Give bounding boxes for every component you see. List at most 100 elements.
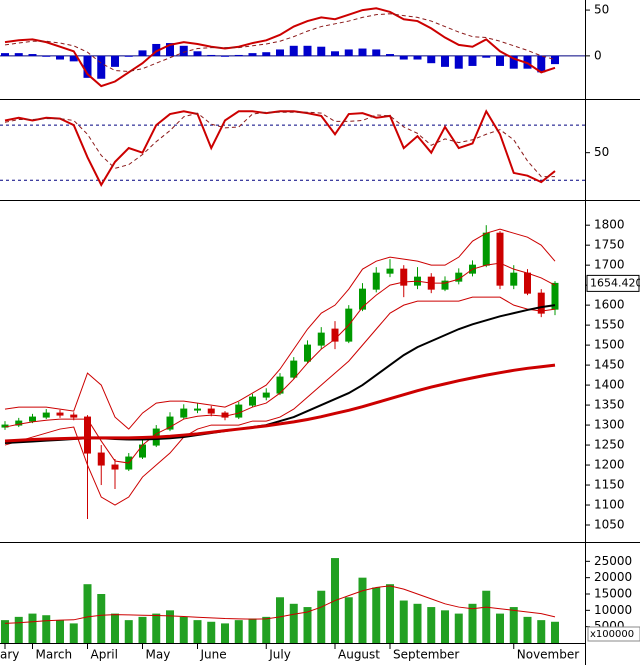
- candle-body: [441, 280, 449, 290]
- candle-body: [15, 420, 23, 426]
- y-tick-label: 1100: [594, 498, 625, 512]
- bar: [551, 55, 559, 65]
- bar: [454, 613, 463, 643]
- x-tick-label: November: [517, 648, 579, 662]
- y-tick-label: 1450: [594, 358, 625, 372]
- bar: [152, 43, 161, 56]
- bar: [111, 613, 119, 643]
- candle-body: [304, 344, 311, 362]
- candle-body: [194, 408, 201, 411]
- candle-body: [97, 452, 105, 466]
- bar: [193, 620, 202, 643]
- bar: [138, 50, 147, 56]
- bar: [303, 607, 312, 643]
- series-line: [4, 13, 556, 72]
- bar: [152, 613, 161, 643]
- bar: [468, 603, 477, 643]
- candle-body: [331, 328, 339, 342]
- bar: [221, 55, 229, 57]
- bar: [399, 600, 408, 643]
- y-tick-label: 1250: [594, 438, 625, 452]
- y-tick-label: 1700: [594, 258, 625, 272]
- bar: [523, 616, 532, 643]
- unit-box: [587, 626, 640, 642]
- bar: [42, 55, 51, 57]
- candle-body: [70, 414, 78, 418]
- last-price-box: [586, 274, 640, 292]
- series-line: [4, 111, 555, 178]
- candle-body: [29, 416, 36, 422]
- bar: [276, 49, 284, 56]
- candle-body: [249, 396, 256, 406]
- bar: [344, 49, 353, 56]
- bar: [276, 597, 284, 643]
- candle-body: [359, 288, 366, 310]
- candle-body: [537, 292, 545, 314]
- y-tick-label: 20000: [594, 570, 632, 584]
- candle-body: [207, 408, 215, 414]
- bar: [303, 45, 312, 56]
- candle-body: [400, 268, 408, 286]
- bar: [496, 613, 504, 643]
- y-tick-label: 1750: [594, 238, 625, 252]
- last-price-label: 1654.420: [590, 276, 640, 289]
- bar: [14, 53, 23, 56]
- bar: [207, 54, 216, 56]
- bar: [166, 610, 174, 643]
- bar: [441, 610, 449, 643]
- unit-label: x100000: [590, 629, 634, 640]
- bar: [413, 603, 422, 643]
- bar: [441, 55, 449, 67]
- bar: [427, 607, 436, 643]
- candle-body: [482, 232, 490, 266]
- candle-body: [510, 272, 518, 286]
- bar: [509, 55, 518, 69]
- candle-body: [56, 412, 64, 416]
- candle-body: [524, 272, 531, 294]
- bar: [234, 54, 243, 56]
- bar: [372, 587, 381, 643]
- candle-body: [290, 360, 298, 378]
- bar: [358, 577, 367, 643]
- bar: [399, 55, 408, 60]
- bar: [1, 620, 9, 643]
- x-tick-label: July: [268, 648, 291, 662]
- candle-body: [317, 332, 325, 346]
- bar: [454, 55, 463, 69]
- bar: [179, 45, 188, 56]
- bar: [1, 53, 9, 56]
- bar: [28, 613, 37, 643]
- y-tick-label: 1550: [594, 318, 625, 332]
- y-tick-label: 50: [594, 145, 609, 159]
- bar: [482, 55, 491, 58]
- bar: [509, 607, 518, 643]
- bar: [289, 603, 298, 643]
- y-tick-label: 50: [594, 3, 609, 17]
- bar: [83, 584, 92, 643]
- candle-body: [84, 416, 91, 454]
- candle-body: [372, 272, 380, 290]
- candle-body: [139, 444, 146, 458]
- bar: [551, 621, 559, 643]
- bar: [42, 615, 51, 643]
- series-line: [4, 109, 556, 187]
- y-tick-label: 1050: [594, 518, 625, 532]
- y-tick-label: 1400: [594, 378, 625, 392]
- bar: [124, 620, 133, 643]
- bar: [83, 55, 92, 78]
- candle-body: [166, 416, 174, 430]
- bar: [317, 46, 326, 56]
- bar: [413, 55, 422, 60]
- bar: [289, 45, 298, 56]
- bar: [166, 43, 174, 56]
- bar: [234, 620, 243, 643]
- bar: [193, 51, 202, 56]
- bar: [468, 55, 477, 66]
- bar: [496, 55, 504, 66]
- series-line: [4, 585, 556, 624]
- bar: [344, 597, 353, 643]
- bar: [69, 623, 78, 643]
- y-tick-label: 1300: [594, 418, 625, 432]
- y-tick-label: 10000: [594, 603, 632, 617]
- bar: [56, 55, 64, 60]
